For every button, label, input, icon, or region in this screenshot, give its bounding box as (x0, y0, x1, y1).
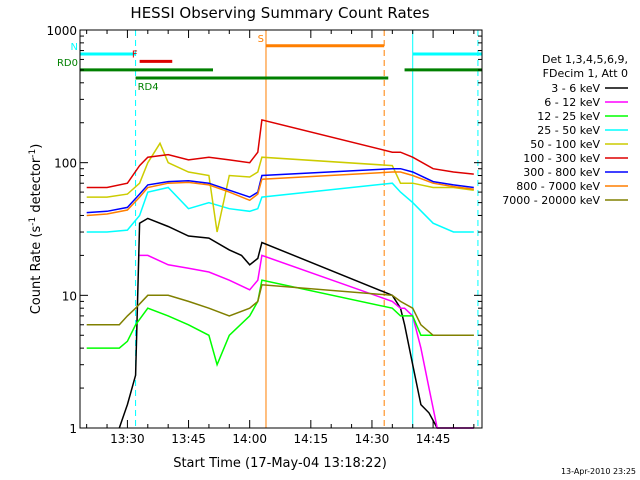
series-line-5 (86, 118, 474, 189)
legend-label-0: 3 - 6 keV (551, 82, 600, 95)
series-line-8 (86, 284, 474, 337)
series-line-6 (86, 167, 474, 214)
x-tick-label-2: 14:00 (232, 432, 267, 446)
legend-header-2: FDecim 1, Att 0 (543, 67, 628, 80)
y-axis-label: Count Rate (s-1 detector-1) (28, 144, 44, 315)
legend-label-1: 6 - 12 keV (544, 96, 600, 109)
annotation-label-f: F (132, 49, 138, 60)
legend-label-6: 300 - 800 keV (523, 166, 600, 179)
annotation-label-rd4: RD4 (138, 82, 159, 93)
annotation-label-s: S (258, 34, 264, 45)
series-line-4 (86, 141, 474, 233)
legend-label-5: 100 - 300 keV (523, 152, 600, 165)
legend: Det 1,3,4,5,6,9, FDecim 1, Att 0 3 - 6 k… (502, 53, 628, 207)
legend-label-7: 800 - 7000 keV (516, 180, 600, 193)
y-axis-label-end: ) (29, 144, 44, 149)
series-line-1 (139, 254, 474, 429)
plot-area: N F RD0 RD4 S (57, 30, 482, 429)
y-tick-label-2: 100 (54, 157, 77, 171)
x-tick-label-3: 14:15 (294, 432, 329, 446)
annotation-label-rd0: RD0 (57, 58, 78, 69)
annotation-label-n: N (71, 42, 78, 53)
legend-label-8: 7000 - 20000 keV (502, 194, 600, 207)
series-line-0 (118, 217, 474, 429)
legend-label-3: 25 - 50 keV (537, 124, 600, 137)
legend-label-4: 50 - 100 keV (530, 138, 600, 151)
y-axis-label-sup1: -1 (28, 217, 38, 226)
footer-timestamp: 13-Apr-2010 23:25 (561, 467, 636, 476)
axes: 13:30 13:45 14:00 14:15 14:30 14:45 1 10 100 1000 (46, 24, 482, 446)
y-axis-label-main: Count Rate (s (29, 226, 44, 315)
x-tick-label-0: 13:30 (110, 432, 145, 446)
y-axis-label-mid: detector (29, 157, 44, 217)
y-tick-label-1: 10 (62, 289, 77, 303)
legend-header-1: Det 1,3,4,5,6,9, (542, 53, 628, 66)
y-axis-label-sup2: -1 (28, 149, 38, 158)
series-line-3 (86, 182, 474, 233)
y-tick-label-3: 1000 (46, 24, 77, 38)
x-tick-label-1: 13:45 (171, 432, 206, 446)
series-line-2 (86, 279, 474, 367)
x-tick-label-4: 14:30 (355, 432, 390, 446)
chart-title: HESSI Observing Summary Count Rates (130, 4, 429, 22)
plot-frame (79, 29, 483, 429)
x-axis-label: Start Time (17-May-04 13:18:22) (173, 456, 387, 471)
legend-label-2: 12 - 25 keV (537, 110, 600, 123)
series-line-7 (86, 171, 474, 217)
x-tick-label-5: 14:45 (416, 432, 451, 446)
y-tick-label-0: 1 (69, 422, 77, 436)
